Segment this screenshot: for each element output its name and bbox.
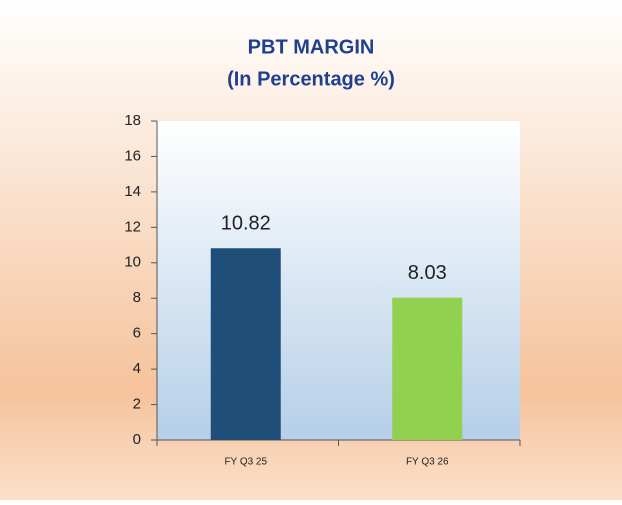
chart-subtitle: (In Percentage %) — [227, 68, 395, 90]
y-tick-label: 2 — [133, 396, 141, 413]
bar — [392, 297, 463, 440]
y-tick-label: 8 — [133, 289, 141, 306]
y-tick-label: 14 — [124, 183, 141, 200]
y-tick-label: 6 — [133, 325, 141, 342]
y-tick-label: 12 — [124, 218, 141, 235]
y-tick-label: 18 — [124, 112, 141, 129]
y-tick-label: 16 — [124, 147, 141, 164]
y-tick-label: 10 — [124, 254, 141, 271]
y-tick-label: 0 — [133, 431, 141, 448]
x-tick-label: FY Q3 25 — [224, 457, 267, 468]
bar — [210, 248, 281, 440]
y-tick-label: 4 — [133, 360, 141, 377]
x-tick-label: FY Q3 26 — [406, 457, 449, 468]
chart-title: PBT MARGIN — [248, 36, 375, 58]
data-label: 8.03 — [408, 262, 447, 284]
data-label: 10.82 — [221, 213, 271, 235]
